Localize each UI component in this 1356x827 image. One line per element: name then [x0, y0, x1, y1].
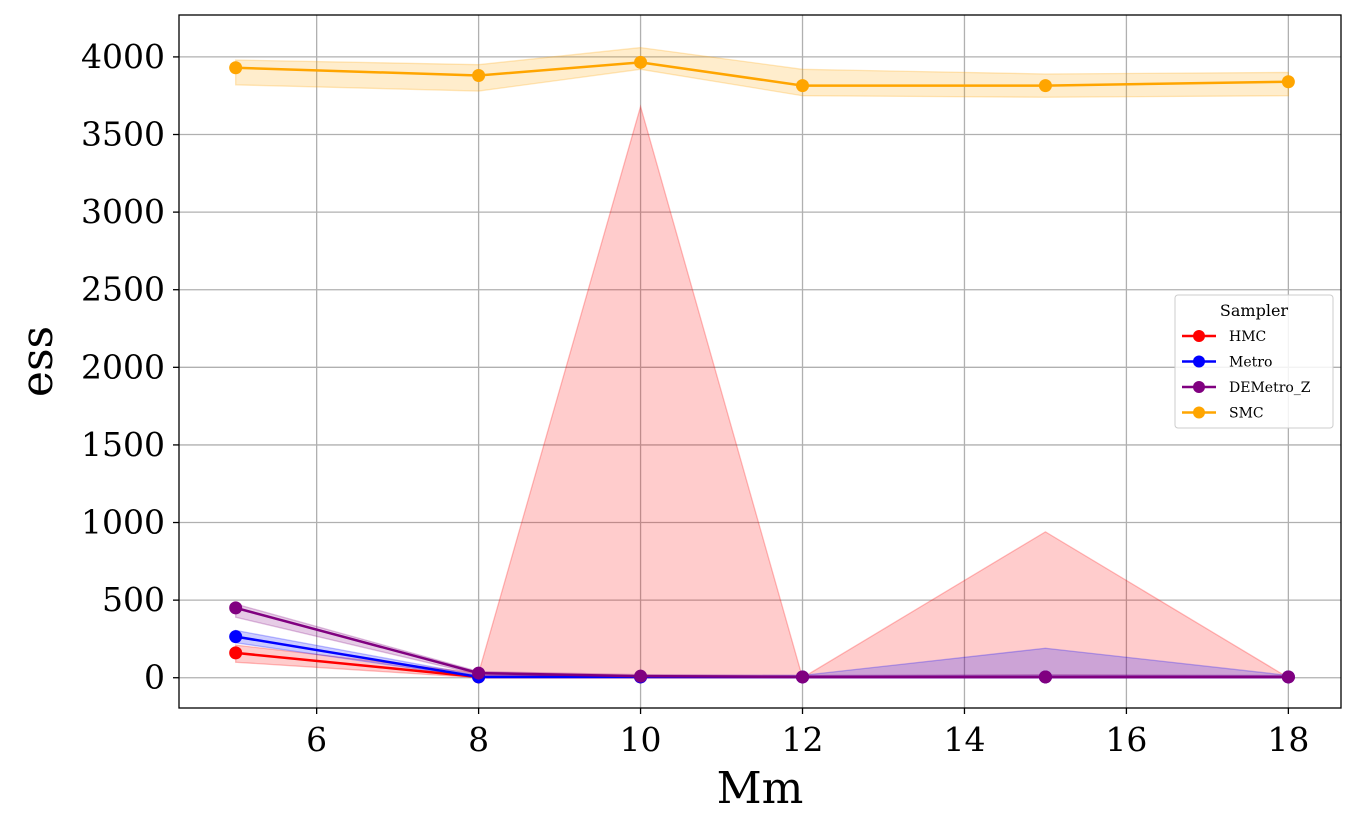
x-tick-label: 18 — [1267, 720, 1309, 759]
y-tick-label: 2000 — [81, 347, 165, 386]
y-tick-label: 500 — [102, 580, 165, 619]
hmc-point — [229, 646, 243, 660]
grid — [179, 15, 1341, 708]
y-tick-label: 4000 — [81, 37, 165, 76]
x-tick-label: 12 — [782, 720, 824, 759]
legend-hmc-marker — [1193, 330, 1205, 342]
legend-hmc-label: HMC — [1229, 329, 1266, 345]
x-axis-label: Mm — [717, 763, 804, 814]
axis-ticks: 6 8 10 12 14 16 18 0 500 1000 1500 2000 2500 3000 3500… — [81, 37, 1309, 759]
y-tick-label: 1500 — [81, 425, 165, 464]
metro-point — [229, 630, 243, 644]
x-tick-label: 10 — [620, 720, 662, 759]
hmc-band — [235, 104, 1291, 679]
x-tick-label: 14 — [943, 720, 985, 759]
y-tick-label: 1000 — [81, 503, 165, 542]
demetro-z-line — [235, 606, 1289, 679]
plot-frame — [178, 14, 1342, 709]
legend-demetro-z-marker — [1193, 381, 1205, 393]
y-tick-label: 3000 — [81, 192, 165, 231]
y-tick-label: 2500 — [81, 270, 165, 309]
demetro-z-point — [796, 670, 810, 684]
series-lines — [235, 61, 1289, 679]
smc-point — [1038, 79, 1052, 93]
smc-line — [235, 61, 1289, 87]
legend-demetro-z-label: DEMetro_Z — [1229, 380, 1311, 396]
smc-point — [472, 69, 486, 83]
x-tick-label: 8 — [468, 720, 489, 759]
y-axis-label: ess — [12, 326, 63, 397]
smc-point — [1281, 75, 1295, 89]
smc-point — [229, 61, 243, 75]
y-tick-label: 3500 — [81, 115, 165, 154]
legend-smc-marker — [1193, 406, 1205, 419]
legend-title: Sampler — [1220, 301, 1289, 320]
smc-point — [634, 55, 648, 69]
demetro-z-point — [1038, 670, 1052, 684]
confidence-bands — [235, 46, 1291, 679]
legend: Sampler HMC Metro DEMetro_Z SMC — [1174, 294, 1334, 429]
smc-point — [796, 79, 810, 93]
demetro-z-point — [229, 601, 243, 615]
series-markers — [229, 55, 1295, 684]
demetro-z-point — [472, 666, 486, 680]
legend-metro-label: Metro — [1229, 355, 1272, 371]
x-tick-label: 16 — [1105, 720, 1147, 759]
demetro-z-point — [1281, 670, 1295, 684]
legend-box — [1174, 294, 1334, 429]
legend-smc-label: SMC — [1229, 406, 1264, 422]
demetro-z-point — [634, 669, 648, 683]
legend-metro-marker — [1193, 355, 1205, 368]
x-tick-label: 6 — [306, 720, 327, 759]
y-tick-label: 0 — [144, 658, 165, 697]
